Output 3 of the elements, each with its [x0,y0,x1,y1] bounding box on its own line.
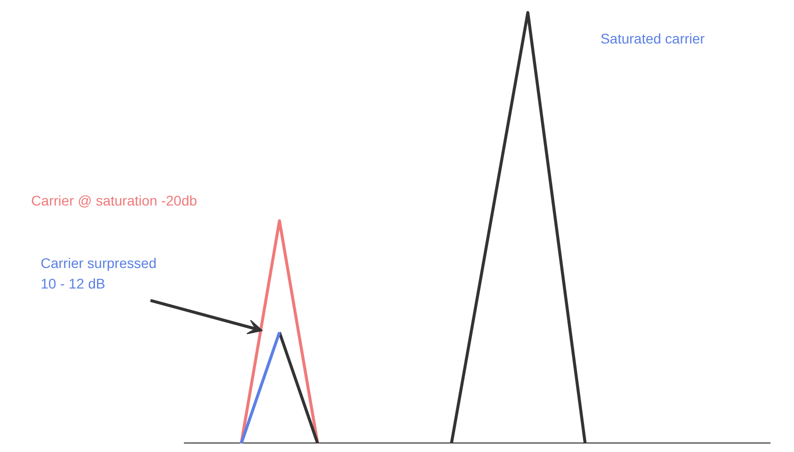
annotation: Carrier @ saturation -20db [31,192,198,208]
annotation: Saturated carrier [600,30,706,46]
text: Carrier surpressed 10 - 12 dB [40,254,157,292]
